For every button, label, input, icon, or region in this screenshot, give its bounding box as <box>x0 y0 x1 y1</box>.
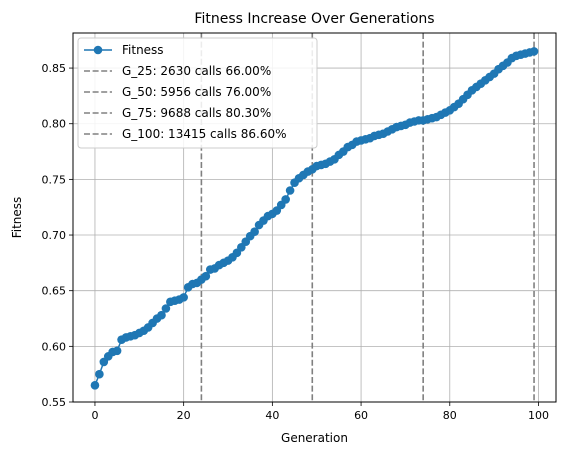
axis-ticks: 0 20 40 60 80 100 0.55 0.60 0.65 0.70 0.75 0.80 0.85 <box>42 62 549 422</box>
legend-entry: G_25: 2630 calls 66.00% <box>84 64 271 78</box>
fitness-point <box>250 227 259 236</box>
x-tick-label: 40 <box>265 409 279 422</box>
fitness-series <box>90 47 539 390</box>
y-tick-label: 0.55 <box>42 396 67 409</box>
legend-entry: G_50: 5956 calls 76.00% <box>84 85 271 99</box>
y-tick-label: 0.75 <box>42 173 67 186</box>
y-tick-label: 0.85 <box>42 62 67 75</box>
fitness-point <box>285 186 295 195</box>
x-axis-label: Generation <box>281 431 348 445</box>
legend-entry: G_75: 9688 calls 80.30% <box>84 106 271 120</box>
legend-marker-swatch <box>93 45 103 55</box>
fitness-point <box>95 369 104 379</box>
legend-label: G_25: 2630 calls 66.00% <box>122 64 271 78</box>
y-axis-label: Fitness <box>10 197 24 239</box>
fitness-point <box>112 346 122 356</box>
plot-frame <box>72 32 557 403</box>
legend-entry: G_100: 13415 calls 86.60% <box>84 127 287 141</box>
chart-title: Fitness Increase Over Generations <box>194 11 434 27</box>
legend-label: G_75: 9688 calls 80.30% <box>122 106 271 120</box>
fitness-point <box>161 304 171 313</box>
legend-box <box>77 37 318 149</box>
fitness-point <box>529 47 539 56</box>
y-tick-label: 0.80 <box>42 118 67 131</box>
fitness-point <box>157 310 166 320</box>
legend-label: G_50: 5956 calls 76.00% <box>122 85 271 99</box>
fitness-point <box>281 195 290 204</box>
legend-label: G_100: 13415 calls 86.60% <box>122 127 287 141</box>
legend-label: Fitness <box>122 43 164 57</box>
fitness-point <box>201 271 211 281</box>
x-tick-label: 60 <box>354 409 368 422</box>
y-tick-label: 0.65 <box>42 285 67 298</box>
fitness-point <box>179 293 188 302</box>
fitness-point <box>90 381 100 390</box>
legend: Fitness G_25: 2630 calls 66.00% G_50: 5956… <box>77 37 318 149</box>
y-tick-label: 0.70 <box>42 229 67 242</box>
x-tick-label: 0 <box>91 409 98 422</box>
x-tick-label: 100 <box>528 409 549 422</box>
x-tick-label: 80 <box>443 409 457 422</box>
legend-entry: Fitness <box>84 43 164 57</box>
y-tick-label: 0.60 <box>42 340 67 353</box>
x-tick-label: 20 <box>177 409 191 422</box>
